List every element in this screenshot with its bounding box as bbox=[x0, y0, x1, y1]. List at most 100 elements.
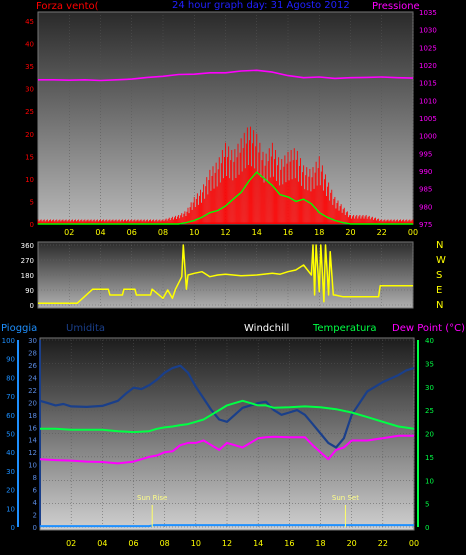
humidity-label: Umidita bbox=[66, 323, 105, 334]
time-tick-label: 00 bbox=[408, 228, 418, 237]
temperature-tick-label: 30 bbox=[425, 384, 434, 392]
wind-tick-label: 35 bbox=[25, 63, 34, 71]
rain-tick-label: 100 bbox=[2, 337, 15, 345]
pressure-tick-label: 1025 bbox=[419, 44, 437, 52]
dewpoint-line bbox=[39, 434, 414, 465]
dewpoint-label: Dew Point (°C) bbox=[392, 323, 465, 334]
humidity-tick-label: 30 bbox=[28, 337, 37, 345]
rain-line bbox=[40, 524, 414, 528]
temperature-line bbox=[40, 399, 415, 434]
time-tick-label: 14 bbox=[253, 539, 263, 548]
pressure-tick-label: 1015 bbox=[419, 80, 437, 88]
time-tick-label: 02 bbox=[66, 539, 76, 548]
humidity-tick-label: 2 bbox=[33, 512, 37, 520]
temperature-label: Temperatura bbox=[312, 323, 377, 334]
pressure-tick-label: 1005 bbox=[419, 115, 437, 123]
rain-tick-label: 30 bbox=[6, 468, 15, 476]
pressure-line bbox=[38, 69, 414, 82]
rain-tick-label: 90 bbox=[6, 356, 15, 364]
time-tick-label: 06 bbox=[127, 228, 137, 237]
pressure-axis-label: Pressione bbox=[372, 1, 420, 12]
rain-label: Pioggia bbox=[1, 323, 37, 334]
time-tick-label: 08 bbox=[158, 228, 168, 237]
humidity-tick-label: 22 bbox=[28, 387, 37, 395]
humidity-tick-label: 26 bbox=[28, 362, 37, 370]
humidity-tick-label: 24 bbox=[28, 374, 37, 382]
direction-tick-label: 360 bbox=[21, 242, 34, 250]
temperature-tick-label: 35 bbox=[425, 360, 434, 368]
pressure-tick-label: 1030 bbox=[419, 27, 437, 35]
direction-tick-label: 180 bbox=[21, 272, 34, 280]
rain-tick-label: 0 bbox=[11, 524, 15, 532]
pressure-tick-label: 1010 bbox=[419, 97, 437, 105]
temperature-tick-label: 15 bbox=[425, 454, 434, 462]
time-tick-label: 22 bbox=[377, 228, 387, 237]
time-tick-label: 18 bbox=[314, 228, 324, 237]
time-tick-label: 14 bbox=[252, 228, 262, 237]
temperature-tick-label: 0 bbox=[425, 524, 429, 532]
time-tick-label: 00 bbox=[409, 539, 419, 548]
wind-tick-label: 10 bbox=[25, 176, 34, 184]
time-tick-label: 08 bbox=[160, 539, 170, 548]
humidity-tick-label: 18 bbox=[28, 412, 37, 420]
humidity-tick-label: 20 bbox=[28, 399, 37, 407]
wind-tick-label: 5 bbox=[30, 198, 34, 206]
rain-tick-label: 20 bbox=[6, 487, 15, 495]
time-tick-label: 18 bbox=[315, 539, 325, 548]
wind-average-line bbox=[38, 171, 413, 225]
pressure-tick-label: 975 bbox=[419, 221, 432, 229]
humidity-tick-label: 0 bbox=[33, 524, 37, 532]
direction-tick-label: 0 bbox=[30, 302, 34, 310]
humidity-line bbox=[39, 364, 415, 449]
direction-tick-label: 270 bbox=[21, 257, 34, 265]
pressure-tick-label: 990 bbox=[419, 168, 432, 176]
rain-tick-label: 80 bbox=[6, 374, 15, 382]
sunset-label: Sun Set bbox=[332, 494, 359, 502]
wind-tick-label: 15 bbox=[25, 153, 34, 161]
humidity-tick-label: 6 bbox=[33, 487, 38, 495]
direction-tick-label: 90 bbox=[25, 287, 34, 295]
rain-tick-label: 70 bbox=[6, 393, 15, 401]
time-tick-label: 16 bbox=[283, 228, 293, 237]
time-tick-label: 12 bbox=[222, 539, 232, 548]
time-tick-label: 02 bbox=[64, 228, 74, 237]
pressure-tick-label: 995 bbox=[419, 150, 432, 158]
humidity-tick-label: 12 bbox=[28, 449, 37, 457]
wind-tick-label: 30 bbox=[25, 86, 34, 94]
temperature-tick-label: 25 bbox=[425, 407, 434, 415]
time-tick-label: 04 bbox=[97, 539, 107, 548]
compass-label: E bbox=[436, 285, 442, 296]
time-tick-label: 16 bbox=[284, 539, 294, 548]
rain-tick-label: 50 bbox=[6, 431, 15, 439]
humidity-tick-label: 16 bbox=[28, 424, 37, 432]
temperature-tick-label: 40 bbox=[425, 337, 434, 345]
wind-tick-label: 40 bbox=[25, 41, 34, 49]
windchill-label: Windchill bbox=[244, 323, 289, 334]
compass-label: N bbox=[436, 300, 443, 311]
time-tick-label: 20 bbox=[345, 228, 355, 237]
humidity-tick-label: 10 bbox=[28, 462, 37, 470]
pressure-tick-label: 1035 bbox=[419, 9, 437, 17]
rain-tick-label: 60 bbox=[6, 412, 15, 420]
time-tick-label: 10 bbox=[189, 228, 199, 237]
wind-tick-label: 25 bbox=[25, 108, 34, 116]
wind-tick-label: 45 bbox=[25, 18, 34, 26]
temperature-tick-label: 10 bbox=[425, 477, 434, 485]
sunrise-label: Sun Rise bbox=[137, 494, 167, 502]
wind-tick-label: 20 bbox=[25, 131, 34, 139]
humidity-tick-label: 28 bbox=[28, 349, 37, 357]
wind-tick-label: 0 bbox=[30, 221, 34, 229]
time-tick-label: 06 bbox=[128, 539, 138, 548]
wind-direction-line bbox=[38, 244, 413, 305]
rain-tick-label: 10 bbox=[6, 505, 15, 513]
humidity-tick-label: 4 bbox=[33, 499, 38, 507]
compass-label: W bbox=[436, 255, 446, 266]
temperature-tick-label: 20 bbox=[425, 431, 434, 439]
time-tick-label: 22 bbox=[378, 539, 388, 548]
pressure-tick-label: 1000 bbox=[419, 133, 437, 141]
wind-axis-label: Forza vento( bbox=[36, 1, 99, 12]
time-tick-label: 04 bbox=[95, 228, 105, 237]
time-tick-label: 12 bbox=[220, 228, 230, 237]
compass-label: N bbox=[436, 240, 443, 251]
